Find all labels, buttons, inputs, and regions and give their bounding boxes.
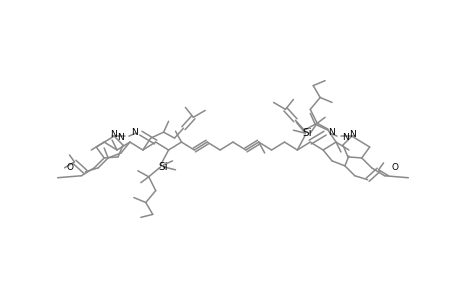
Text: N: N: [327, 128, 334, 137]
Text: N: N: [341, 133, 348, 142]
Text: N: N: [349, 130, 355, 139]
Text: N: N: [110, 130, 116, 139]
Text: O: O: [67, 163, 74, 172]
Text: N: N: [131, 128, 138, 137]
Text: Si: Si: [158, 162, 168, 172]
Text: O: O: [391, 163, 398, 172]
Text: N: N: [117, 133, 124, 142]
Text: Si: Si: [302, 128, 311, 138]
